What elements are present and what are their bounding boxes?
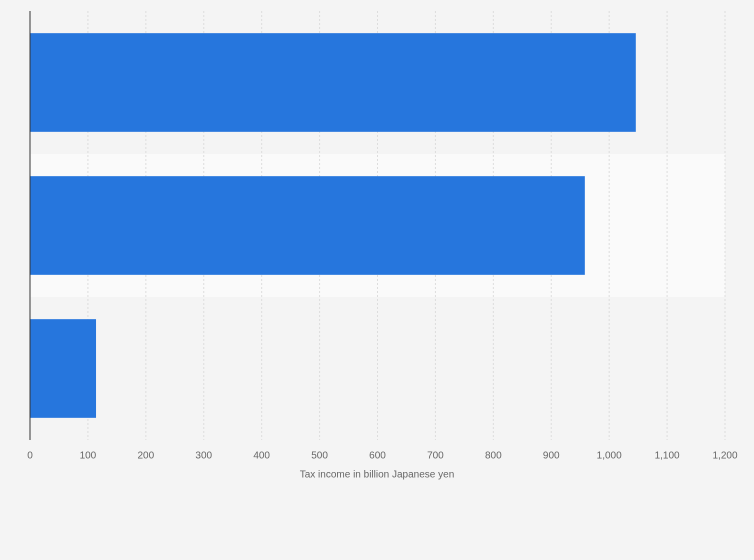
x-axis-label: Tax income in billion Japanese yen: [300, 470, 455, 481]
x-tick-label: 1,200: [712, 451, 737, 462]
x-tick-label: 1,100: [655, 451, 680, 462]
x-tick-label: 900: [543, 451, 560, 462]
x-tick-label: 800: [485, 451, 502, 462]
x-tick-label: 0: [27, 451, 33, 462]
x-tick-label: 200: [137, 451, 154, 462]
x-tick-label: 600: [369, 451, 386, 462]
x-tick-label: 400: [253, 451, 270, 462]
x-tick-label: 500: [311, 451, 328, 462]
bar: [30, 33, 636, 132]
bar: [30, 176, 585, 275]
x-tick-label: 300: [195, 451, 212, 462]
x-tick-label: 100: [80, 451, 97, 462]
x-tick-label: 1,000: [597, 451, 622, 462]
x-tick-label: 700: [427, 451, 444, 462]
bar: [30, 319, 97, 418]
